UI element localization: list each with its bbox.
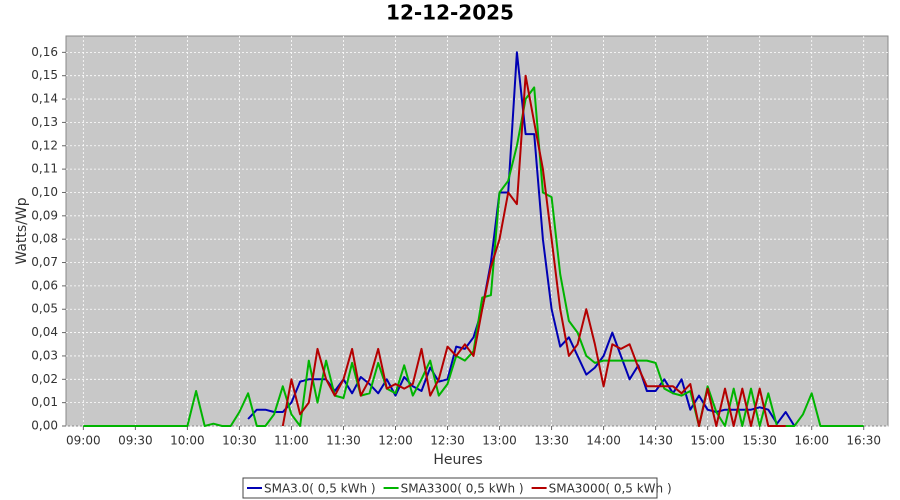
y-tick-label: 0,01 (31, 395, 58, 409)
x-tick-label: 12:00 (378, 434, 413, 448)
legend (242, 477, 658, 499)
y-tick-label: 0,10 (31, 185, 58, 199)
x-tick-label: 11:00 (274, 434, 309, 448)
x-tick-label: 16:30 (846, 434, 881, 448)
y-tick-label: 0,09 (31, 208, 58, 222)
y-tick-label: 0,14 (31, 92, 58, 106)
x-tick-label: 16:00 (794, 434, 829, 448)
x-tick-label: 12:30 (430, 434, 465, 448)
y-tick-label: 0,06 (31, 278, 58, 292)
y-tick-label: 0,12 (31, 138, 58, 152)
y-tick-label: 0,11 (31, 162, 58, 176)
x-tick-label: 11:30 (326, 434, 361, 448)
x-tick-label: 15:30 (742, 434, 777, 448)
y-tick-label: 0,04 (31, 325, 58, 339)
x-tick-label: 14:00 (586, 434, 621, 448)
x-tick-label: 09:30 (118, 434, 153, 448)
y-tick-label: 0,03 (31, 348, 58, 362)
y-tick-label: 0,00 (31, 419, 58, 433)
y-tick-label: 0,02 (31, 372, 58, 386)
y-axis-label: Watts/Wp (14, 197, 30, 264)
chart-title: 12-12-2025 (386, 1, 514, 25)
y-tick-label: 0,07 (31, 255, 58, 269)
y-tick-label: 0,08 (31, 232, 58, 246)
legend-label: SMA3300( 0,5 kWh ) (401, 482, 524, 496)
x-tick-label: 15:00 (690, 434, 725, 448)
x-tick-label: 10:00 (170, 434, 205, 448)
x-tick-label: 13:00 (482, 434, 517, 448)
legend-label: SMA3000( 0,5 kWh ) (549, 482, 672, 496)
legend-label: SMA3.0( 0,5 kWh ) (264, 482, 376, 496)
plot-area (65, 35, 889, 427)
x-axis-label: Heures (433, 452, 482, 468)
x-tick-label: 14:30 (638, 434, 673, 448)
y-tick-label: 0,13 (31, 115, 58, 129)
x-tick-label: 13:30 (534, 434, 569, 448)
series-line (281, 74, 786, 427)
x-tick-label: 09:00 (66, 434, 101, 448)
x-tick-label: 10:30 (222, 434, 257, 448)
y-tick-label: 0,15 (31, 68, 58, 82)
y-tick-label: 0,16 (31, 45, 58, 59)
y-tick-label: 0,05 (31, 302, 58, 316)
